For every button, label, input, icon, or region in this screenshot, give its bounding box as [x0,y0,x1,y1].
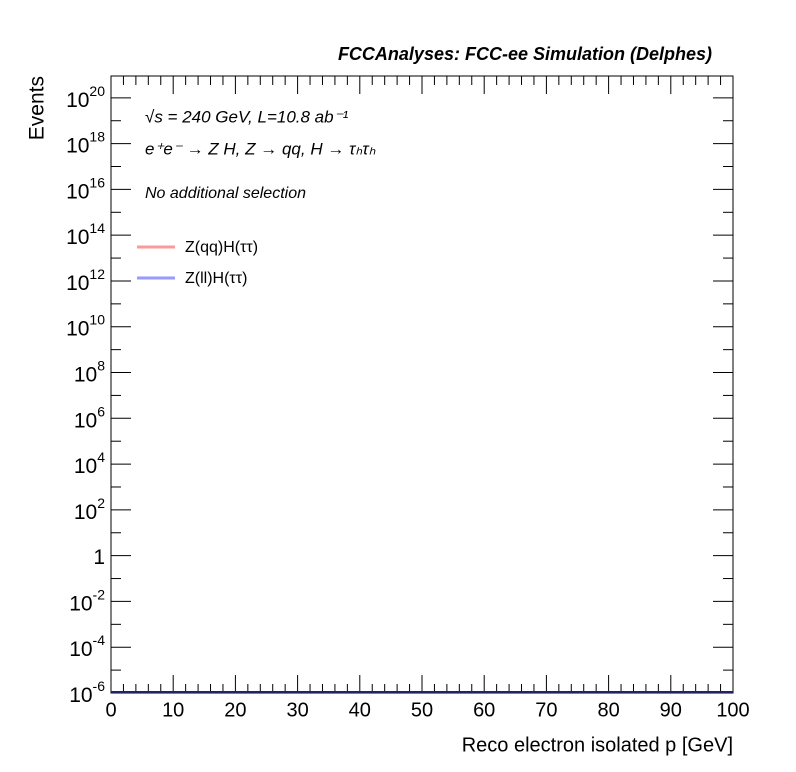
x-tick-label: 20 [224,699,246,721]
annotation: e⁺e⁻ → Z H, Z → qq, H → τₕτₕ [145,139,376,158]
y-tick-label: 1014 [66,220,105,249]
legend-label: Z(qq)H(ττ) [185,239,258,256]
y-tick-label: 1018 [66,128,105,157]
y-tick-label: 108 [74,357,105,386]
x-tick-label: 100 [716,699,749,721]
x-axis-label: Reco electron isolated p [GeV] [462,734,733,756]
x-tick-label: 70 [535,699,557,721]
chart-title: FCCAnalyses: FCC-ee Simulation (Delphes) [338,44,712,64]
y-tick-label: 1020 [66,83,105,112]
y-tick-label: 1012 [66,266,105,295]
annotation: No additional selection [145,185,306,202]
y-tick-label: 106 [74,403,105,432]
y-tick-label: 102 [74,495,105,524]
x-tick-label: 30 [286,699,308,721]
legend-label: Z(ll)H(ττ) [185,270,247,287]
y-tick-label: 104 [74,449,105,478]
y-tick-label: 10-2 [69,586,105,615]
y-tick-label: 10-6 [69,678,105,707]
x-tick-label: 10 [162,699,184,721]
x-tick-label: 50 [411,699,433,721]
y-tick-label: 10-4 [69,632,105,661]
y-tick-label: 1010 [66,311,105,340]
annotation: √s = 240 GeV, L=10.8 ab⁻¹ [145,107,349,126]
y-tick-label: 1016 [66,174,105,203]
x-tick-label: 80 [597,699,619,721]
y-tick-label: 1 [93,546,105,569]
x-tick-label: 0 [105,699,116,721]
x-tick-label: 60 [473,699,495,721]
x-tick-label: 40 [349,699,371,721]
y-axis-label: Events [26,76,49,140]
x-tick-label: 90 [660,699,682,721]
